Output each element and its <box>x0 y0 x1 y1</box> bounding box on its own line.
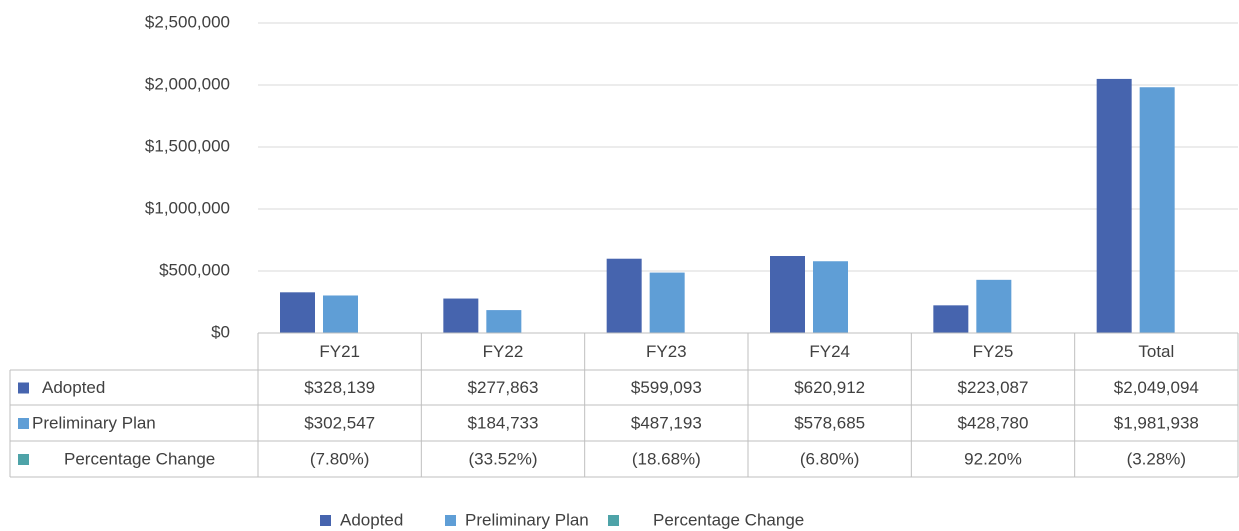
bar <box>813 261 848 333</box>
table-cell: $578,685 <box>794 413 865 432</box>
legend-key <box>320 515 331 526</box>
bar <box>933 305 969 333</box>
y-tick-label: $2,500,000 <box>145 12 230 31</box>
y-tick-label: $500,000 <box>159 260 230 279</box>
legend-key <box>18 454 29 465</box>
y-tick-label: $1,000,000 <box>145 198 230 217</box>
bar <box>976 279 1012 333</box>
table-cell: $487,193 <box>631 413 702 432</box>
table-cell: $328,139 <box>304 378 375 397</box>
row-label: Percentage Change <box>64 449 215 468</box>
table-cell: $1,981,938 <box>1114 413 1199 432</box>
table-cell: (18.68%) <box>632 449 701 468</box>
y-tick-label: $1,500,000 <box>145 136 230 155</box>
x-tick-label: FY24 <box>809 342 850 361</box>
table-cell: $620,912 <box>794 378 865 397</box>
bar <box>1096 78 1132 333</box>
legend-label: Preliminary Plan <box>465 510 589 529</box>
table-cell: 92.20% <box>964 449 1022 468</box>
table-cell: $277,863 <box>468 378 539 397</box>
table-cell: $184,733 <box>468 413 539 432</box>
bar <box>649 272 685 333</box>
table-cell: (7.80%) <box>310 449 370 468</box>
table-cell: $223,087 <box>958 378 1029 397</box>
x-tick-label: FY23 <box>646 342 687 361</box>
table-cell: $2,049,094 <box>1114 378 1199 397</box>
x-tick-label: Total <box>1138 342 1174 361</box>
table-cell: (3.28%) <box>1127 449 1187 468</box>
x-tick-label: FY21 <box>319 342 360 361</box>
bar <box>770 256 805 333</box>
table-cell: $599,093 <box>631 378 702 397</box>
table-cell: (33.52%) <box>469 449 538 468</box>
row-label: Preliminary Plan <box>32 413 156 432</box>
table-cell: $302,547 <box>304 413 375 432</box>
legend-key <box>445 515 456 526</box>
y-tick-label: $0 <box>211 322 230 341</box>
bar <box>443 298 479 333</box>
bar <box>280 292 315 333</box>
legend-key <box>18 418 29 429</box>
x-tick-label: FY22 <box>483 342 524 361</box>
legend-key <box>608 515 619 526</box>
legend-label: Percentage Change <box>653 510 804 529</box>
legend-label: Adopted <box>340 510 403 529</box>
bar <box>323 295 358 333</box>
table-cell: (6.80%) <box>800 449 860 468</box>
bar <box>1139 87 1175 333</box>
y-tick-label: $2,000,000 <box>145 74 230 93</box>
bar <box>486 310 522 333</box>
bar <box>606 258 642 333</box>
legend-key <box>18 382 29 394</box>
table-cell: $428,780 <box>958 413 1029 432</box>
x-tick-label: FY25 <box>973 342 1014 361</box>
row-label: Adopted <box>42 378 105 397</box>
